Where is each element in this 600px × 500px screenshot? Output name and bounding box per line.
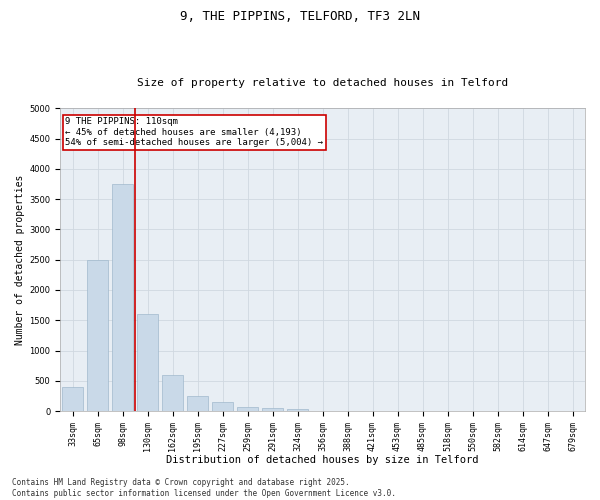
Bar xyxy=(262,408,283,411)
Text: 9, THE PIPPINS, TELFORD, TF3 2LN: 9, THE PIPPINS, TELFORD, TF3 2LN xyxy=(180,10,420,23)
Bar xyxy=(87,260,108,411)
Bar xyxy=(187,396,208,411)
X-axis label: Distribution of detached houses by size in Telford: Distribution of detached houses by size … xyxy=(166,455,479,465)
Bar xyxy=(162,375,183,411)
Title: Size of property relative to detached houses in Telford: Size of property relative to detached ho… xyxy=(137,78,508,88)
Bar xyxy=(237,407,258,411)
Text: Contains HM Land Registry data © Crown copyright and database right 2025.
Contai: Contains HM Land Registry data © Crown c… xyxy=(12,478,396,498)
Bar xyxy=(62,387,83,411)
Bar xyxy=(112,184,133,411)
Bar xyxy=(212,402,233,411)
Bar xyxy=(287,410,308,411)
Y-axis label: Number of detached properties: Number of detached properties xyxy=(15,174,25,345)
Text: 9 THE PIPPINS: 110sqm
← 45% of detached houses are smaller (4,193)
54% of semi-d: 9 THE PIPPINS: 110sqm ← 45% of detached … xyxy=(65,118,323,147)
Bar xyxy=(137,314,158,411)
Bar xyxy=(312,410,333,411)
